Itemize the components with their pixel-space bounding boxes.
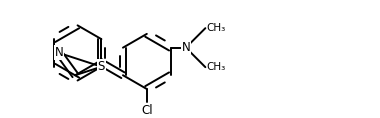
Text: N: N	[182, 41, 190, 54]
Text: S: S	[98, 60, 105, 73]
Text: CH₃: CH₃	[207, 23, 226, 33]
Text: N: N	[55, 46, 63, 59]
Text: CH₃: CH₃	[207, 62, 226, 72]
Text: Cl: Cl	[141, 104, 153, 117]
